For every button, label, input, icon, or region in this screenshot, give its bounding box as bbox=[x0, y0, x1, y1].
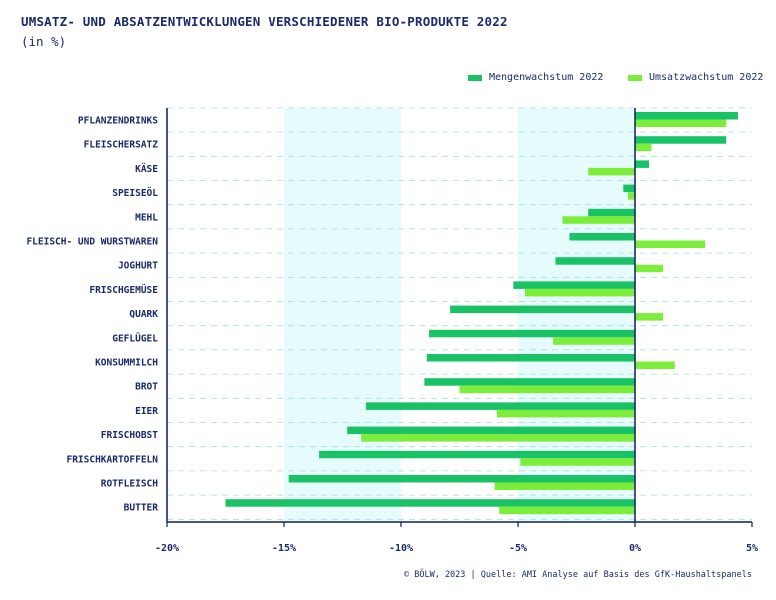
bar-mengenwachstum bbox=[635, 160, 650, 168]
chart-legend: Mengenwachstum 2022 Umsatzwachstum 2022 bbox=[0, 72, 776, 86]
background-bands bbox=[284, 108, 635, 522]
background-band bbox=[518, 108, 635, 522]
category-label: KÄSE bbox=[135, 164, 158, 175]
bar-umsatzwachstum bbox=[635, 240, 706, 248]
x-tick-label: 5% bbox=[746, 543, 758, 554]
axes bbox=[166, 108, 753, 527]
bar-umsatzwachstum bbox=[562, 216, 635, 224]
bar-umsatzwachstum bbox=[635, 119, 727, 127]
bar-mengenwachstum bbox=[225, 499, 635, 507]
category-label: FLEISCH- UND WURSTWAREN bbox=[26, 237, 158, 248]
category-label: MEHL bbox=[135, 212, 158, 223]
category-label: FRISCHKARTOFFELN bbox=[66, 454, 158, 465]
legend-swatch-umsatz bbox=[628, 74, 642, 81]
bar-mengenwachstum bbox=[426, 354, 635, 362]
bar-umsatzwachstum bbox=[496, 409, 635, 418]
bar-mengenwachstum bbox=[555, 257, 635, 265]
bar-mengenwachstum bbox=[347, 426, 635, 435]
bar-umsatzwachstum bbox=[361, 434, 635, 442]
category-label: BUTTER bbox=[124, 503, 159, 514]
x-tick-label: 0% bbox=[629, 543, 641, 554]
category-label: PFLANZENDRINKS bbox=[78, 116, 158, 127]
category-label: FRISCHOBST bbox=[101, 430, 158, 441]
bar-mengenwachstum bbox=[365, 402, 635, 410]
category-label: JOGHURT bbox=[118, 261, 158, 272]
category-label: GEFLÜGEL bbox=[112, 333, 158, 344]
bar-umsatzwachstum bbox=[635, 264, 664, 273]
chart-title: UMSATZ- UND ABSATZENTWICKLUNGEN VERSCHIE… bbox=[21, 14, 508, 29]
bar-mengenwachstum bbox=[588, 208, 635, 217]
x-tick-labels: -20% -15% -10% -5% 0% 5% bbox=[155, 543, 758, 554]
bar-umsatzwachstum bbox=[588, 167, 635, 176]
legend-item-umsatz: Umsatzwachstum 2022 bbox=[628, 72, 763, 83]
bar-mengenwachstum bbox=[288, 475, 635, 483]
bar-umsatzwachstum bbox=[459, 385, 635, 394]
x-tick-label: -10% bbox=[389, 543, 413, 554]
bar-mengenwachstum bbox=[569, 233, 635, 241]
category-labels: PFLANZENDRINKS FLEISCHERSATZ KÄSE SPEISEÖL M… bbox=[26, 116, 158, 514]
legend-item-mengen: Mengenwachstum 2022 bbox=[468, 72, 603, 83]
bar-umsatzwachstum bbox=[499, 506, 635, 515]
chart-subtitle: (in %) bbox=[21, 34, 67, 49]
bar-umsatzwachstum bbox=[553, 337, 635, 345]
category-label: BROT bbox=[135, 382, 158, 393]
legend-label-umsatz: Umsatzwachstum 2022 bbox=[649, 72, 764, 83]
x-tick-label: -15% bbox=[272, 543, 296, 554]
bar-mengenwachstum bbox=[424, 378, 635, 386]
category-label: KONSUMMILCH bbox=[95, 358, 158, 369]
category-label: ROTFLEISCH bbox=[101, 479, 158, 490]
background-band bbox=[284, 108, 401, 522]
bar-umsatzwachstum bbox=[635, 313, 664, 321]
category-label: EIER bbox=[135, 406, 158, 417]
bar-mengenwachstum bbox=[429, 329, 635, 338]
bar-umsatzwachstum bbox=[525, 288, 635, 297]
category-label: QUARK bbox=[129, 309, 158, 320]
legend-label-mengen: Mengenwachstum 2022 bbox=[489, 72, 604, 83]
bars bbox=[225, 112, 738, 515]
bar-umsatzwachstum bbox=[494, 482, 635, 490]
category-label: SPEISEÖL bbox=[112, 188, 158, 199]
bar-mengenwachstum bbox=[635, 112, 738, 120]
category-label: FLEISCHERSATZ bbox=[84, 140, 159, 151]
gridlines bbox=[167, 107, 752, 520]
bar-umsatzwachstum bbox=[627, 192, 635, 200]
x-tick-label: -20% bbox=[155, 543, 179, 554]
bar-mengenwachstum bbox=[450, 305, 635, 314]
source-footer: © BÖLW, 2023 | Quelle: AMI Analyse auf B… bbox=[404, 570, 752, 580]
bar-mengenwachstum bbox=[513, 281, 635, 289]
bar-mengenwachstum bbox=[319, 450, 635, 459]
x-tick-label: -5% bbox=[509, 543, 527, 554]
bar-umsatzwachstum bbox=[635, 143, 652, 152]
legend-swatch-mengen bbox=[468, 74, 482, 81]
bar-mengenwachstum bbox=[635, 136, 727, 144]
bar-umsatzwachstum bbox=[635, 361, 675, 369]
category-label: FRISCHGEMÜSE bbox=[89, 285, 158, 296]
bar-mengenwachstum bbox=[623, 184, 635, 193]
bar-umsatzwachstum bbox=[520, 458, 635, 466]
